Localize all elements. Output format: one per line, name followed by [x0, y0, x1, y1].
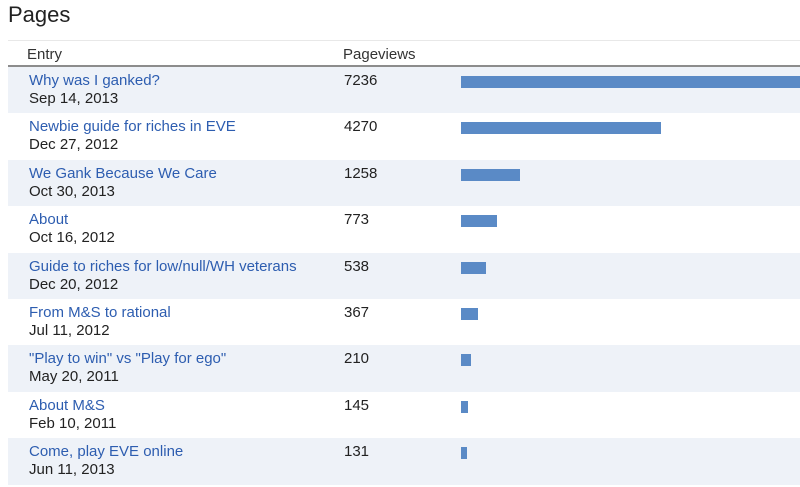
pageviews-value: 367	[344, 303, 370, 321]
entry-date: Sep 14, 2013	[29, 90, 119, 107]
pageviews-value: 4270	[344, 118, 378, 136]
pageviews-bar	[461, 354, 471, 367]
pageviews-column-header: Pageviews	[343, 46, 416, 63]
pageviews-bar	[461, 261, 486, 274]
pageviews-bar	[461, 76, 800, 88]
pageviews-value: 1258	[344, 164, 378, 182]
entry-date: Jul 11, 2012	[29, 321, 110, 339]
page-title: Pages	[8, 2, 71, 27]
entry-link[interactable]: Why was I ganked?	[29, 72, 160, 89]
entry-link[interactable]: "Play to win" vs "Play for ego"	[29, 350, 227, 368]
table-row: From M&S to rational Jul 11, 2012 367	[8, 298, 800, 346]
entry-link[interactable]: Guide to riches for low/null/WH veterans	[29, 257, 297, 275]
entry-link[interactable]: About	[29, 211, 69, 229]
entry-date: Dec 20, 2012	[29, 275, 119, 293]
pageviews-bar	[461, 168, 520, 181]
table-row: Guide to riches for low/null/WH veterans…	[8, 252, 800, 299]
table-row: Come, play EVE online Jun 11, 2013 131	[8, 438, 800, 485]
table-header-row: Entry Pageviews	[8, 40, 800, 67]
pageviews-value: 210	[344, 350, 370, 368]
pageviews-value: 538	[344, 257, 370, 275]
pageviews-bar	[461, 400, 468, 413]
entry-column-header: Entry	[27, 46, 63, 63]
pageviews-bar	[461, 122, 661, 135]
entry-link[interactable]: Come, play EVE online	[29, 443, 184, 461]
entry-link[interactable]: Newbie guide for riches in EVE	[29, 118, 236, 136]
table-row: About M&S Feb 10, 2011 145	[8, 391, 800, 439]
entry-date: Dec 27, 2012	[29, 136, 119, 154]
entry-date: Oct 30, 2013	[29, 182, 115, 200]
entry-date: Oct 16, 2012	[29, 229, 115, 247]
entry-date: Feb 10, 2011	[29, 414, 117, 432]
entry-link[interactable]: About M&S	[29, 396, 105, 414]
entry-date: Jun 11, 2013	[29, 461, 115, 479]
pages-stats-table: Entry Pageviews Why was I ganked? Sep 14…	[8, 40, 800, 485]
pageviews-value: 131	[344, 443, 370, 461]
table-row: Why was I ganked? Sep 14, 2013 7236	[8, 67, 800, 114]
entry-link[interactable]: We Gank Because We Care	[29, 164, 217, 182]
table-row: About Oct 16, 2012 773	[8, 206, 800, 253]
table-row: Newbie guide for riches in EVE Dec 27, 2…	[8, 113, 800, 160]
pageviews-bar	[461, 307, 478, 320]
pageviews-value: 773	[344, 211, 370, 229]
entry-link[interactable]: From M&S to rational	[29, 303, 171, 321]
pageviews-value: 145	[344, 396, 370, 414]
table-row: We Gank Because We Care Oct 30, 2013 125…	[8, 159, 800, 207]
table-row: "Play to win" vs "Play for ego" May 20, …	[8, 345, 800, 392]
pageviews-bar	[461, 215, 497, 228]
pageviews-value: 7236	[344, 72, 378, 89]
pageviews-bar	[461, 447, 467, 460]
entry-date: May 20, 2011	[29, 368, 119, 386]
